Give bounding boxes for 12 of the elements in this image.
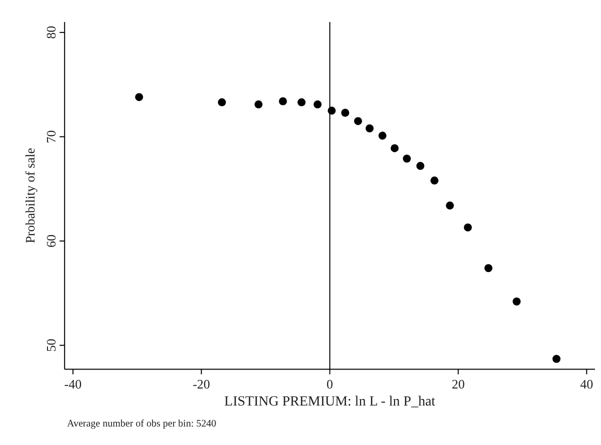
x-tick-label: 40 (580, 376, 594, 392)
y-axis-title: Probability of sale (22, 148, 38, 244)
x-axis-title: LISTING PREMIUM: ln L - ln P_hat (224, 394, 436, 410)
y-tick-label: 50 (44, 338, 59, 352)
y-tick-label: 60 (44, 234, 59, 248)
x-tick-label: 0 (326, 376, 334, 392)
y-tick-label: 70 (44, 130, 59, 144)
text: Average number of obs per bin: 5240 (67, 418, 216, 430)
x-tick-label: -40 (64, 376, 82, 392)
y-tick-label: 80 (44, 26, 59, 39)
x-tick-label: 20 (452, 376, 465, 392)
x-tick-label: -20 (192, 376, 210, 392)
